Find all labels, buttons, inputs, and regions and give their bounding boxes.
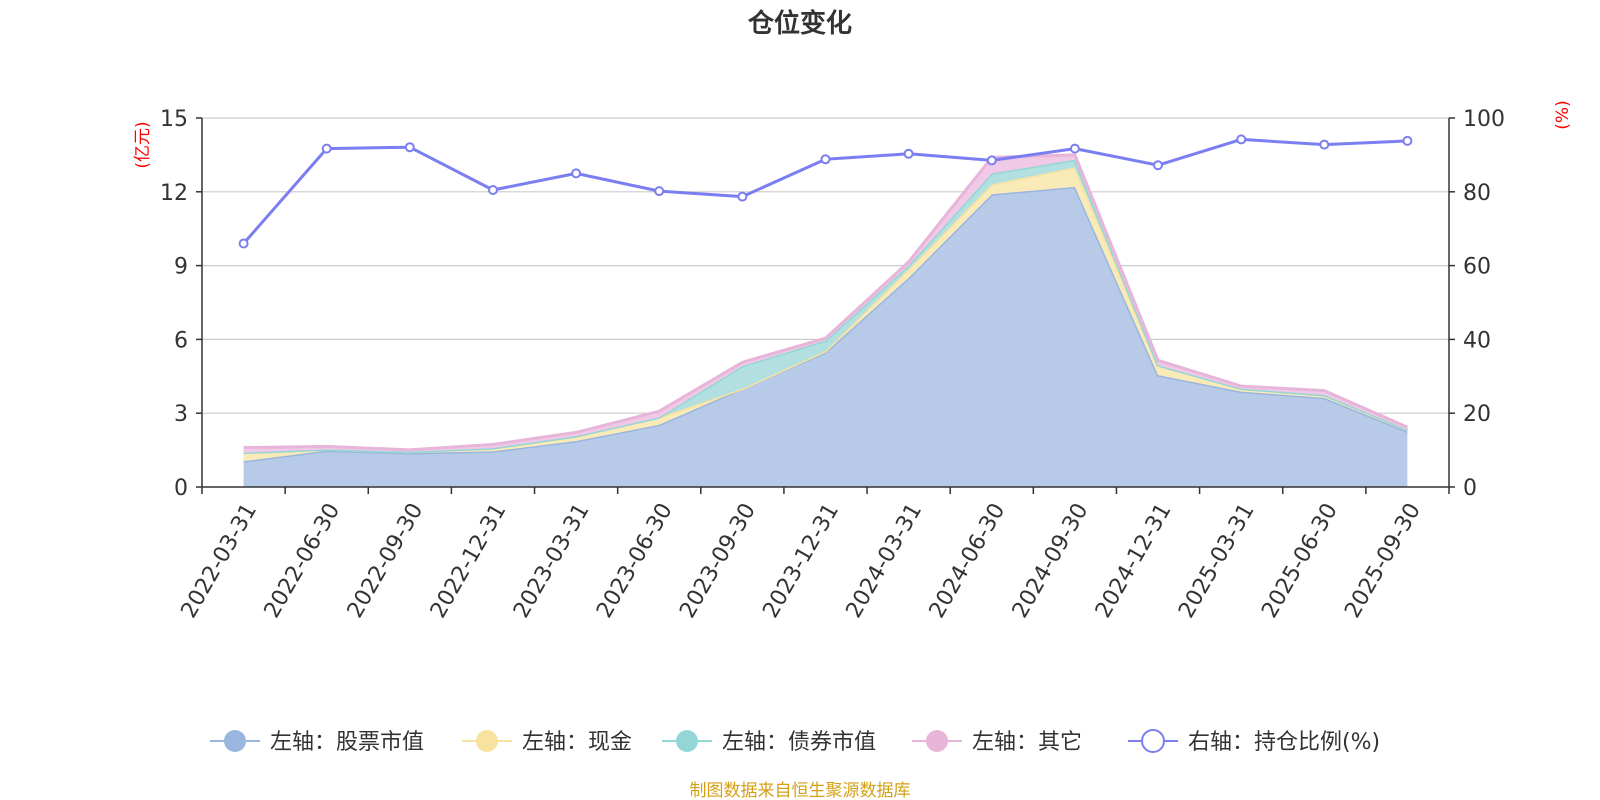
x-tick-label: 2022-03-31 (177, 499, 263, 622)
right-axis-unit: (%) (1553, 100, 1573, 129)
ratio-point (820, 154, 831, 165)
ratio-point (321, 143, 332, 154)
stacked-areas (243, 153, 1409, 487)
ratio-point (1069, 143, 1080, 154)
left-tick-label: 15 (160, 107, 188, 132)
right-tick-label: 100 (1463, 107, 1505, 132)
x-tick-label: 2025-06-30 (1257, 499, 1343, 622)
legend-marker-2 (476, 730, 498, 752)
left-tick-label: 6 (174, 328, 188, 353)
area-fill-1 (243, 186, 1408, 487)
legend-marker-4 (926, 730, 948, 752)
ratio-point (986, 155, 997, 166)
legend-label-3: 左轴：债券市值 (722, 730, 876, 755)
ratio-point (1319, 139, 1330, 150)
area-line-4 (243, 153, 1409, 452)
x-tick-label: 2023-06-30 (592, 499, 678, 622)
left-tick-label: 0 (174, 476, 188, 501)
ratio-point (1402, 135, 1413, 146)
left-tick-label: 3 (174, 402, 188, 427)
x-tick-label: 2025-09-30 (1340, 499, 1426, 622)
ratio-point (654, 186, 665, 197)
x-tick-label: 2022-09-30 (343, 499, 429, 622)
ratio-point (1153, 160, 1163, 171)
ratio-line-group (238, 134, 1413, 249)
left-tick-label: 9 (174, 255, 188, 280)
ratio-point (903, 148, 914, 159)
ratio-point (1236, 134, 1247, 145)
legend-marker-3 (676, 730, 698, 752)
right-tick-label: 20 (1463, 402, 1491, 427)
x-tick-label: 2022-12-31 (426, 499, 512, 622)
left-axis-unit: (亿元) (133, 121, 153, 168)
left-tick-label: 12 (160, 181, 188, 206)
legend-marker-5 (1141, 729, 1165, 753)
ratio-point (737, 191, 748, 202)
x-tick-label: 2023-09-30 (675, 499, 761, 622)
legend-marker-1 (224, 730, 246, 752)
x-tick-label: 2023-03-31 (509, 499, 595, 622)
right-tick-label: 80 (1463, 181, 1491, 206)
data-source: 制图数据来自恒生聚源数据库 (690, 781, 911, 800)
x-tick-label: 2022-06-30 (260, 499, 346, 622)
legend-label-2: 左轴：现金 (522, 730, 632, 755)
right-tick-label: 60 (1463, 255, 1491, 280)
legend: 左轴：股票市值 左轴：现金 左轴：债券市值 左轴：其它 右轴：持仓比例(%) (210, 729, 1380, 755)
chart-title: 仓位变化 (747, 8, 852, 39)
legend-label-4: 左轴：其它 (972, 730, 1082, 755)
x-tick-label: 2024-09-30 (1008, 499, 1094, 622)
ratio-point (238, 238, 249, 249)
right-tick-label: 0 (1463, 476, 1477, 501)
x-tick-label: 2024-06-30 (925, 499, 1011, 622)
right-tick-label: 40 (1463, 328, 1491, 353)
x-tick-label: 2023-12-31 (758, 499, 844, 622)
legend-label-5: 右轴：持仓比例(%) (1188, 730, 1380, 755)
x-tick-label: 2025-03-31 (1174, 499, 1260, 622)
legend-label-1: 左轴：股票市值 (270, 730, 424, 755)
ratio-point (571, 168, 582, 179)
x-tick-label: 2024-03-31 (842, 499, 928, 622)
ratio-point (404, 142, 415, 153)
x-tick-label: 2024-12-31 (1091, 499, 1177, 622)
ratio-point (488, 185, 498, 195)
